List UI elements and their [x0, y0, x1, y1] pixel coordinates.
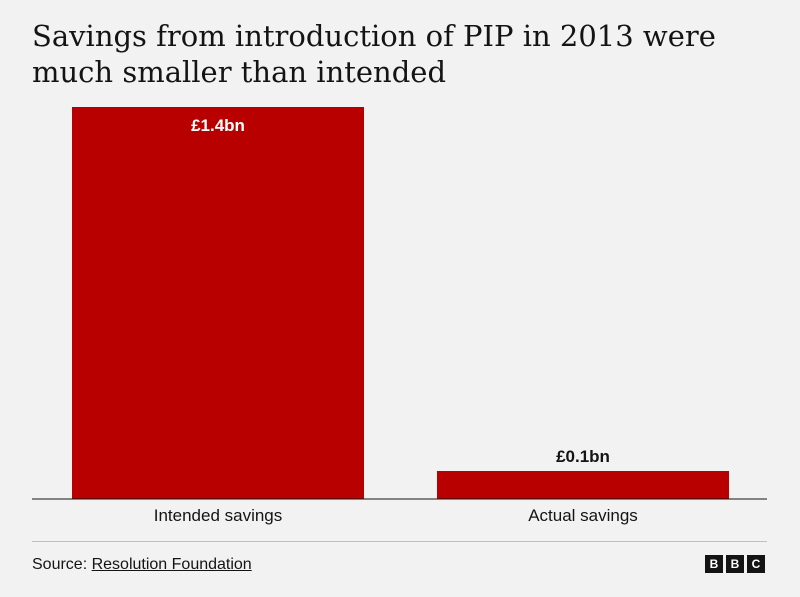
- bbc-logo: B B C: [705, 555, 765, 573]
- category-label-0: Intended savings: [154, 506, 283, 525]
- bbc-logo-block-1: B: [705, 555, 723, 573]
- footer-divider: [32, 541, 767, 542]
- bar-value-label-0: £1.4bn: [191, 116, 245, 135]
- labels-group: £1.4bn Intended savings £0.1bn Actual savin…: [154, 116, 638, 525]
- bar-1: [437, 471, 729, 499]
- bar-value-label-1: £0.1bn: [556, 447, 610, 466]
- source-link[interactable]: Resolution Foundation: [91, 556, 252, 573]
- bar-chart: £1.4bn Intended savings £0.1bn Actual savin…: [32, 107, 767, 525]
- bbc-logo-block-3: C: [747, 555, 765, 573]
- bbc-logo-block-2: B: [726, 555, 744, 573]
- category-label-1: Actual savings: [528, 506, 638, 525]
- bars-group: [72, 107, 729, 499]
- source-note: Source: Resolution Foundation: [32, 555, 252, 575]
- bar-0: [72, 107, 364, 499]
- chart-title: Savings from introduction of PIP in 2013…: [32, 19, 716, 89]
- source-prefix: Source:: [32, 556, 92, 573]
